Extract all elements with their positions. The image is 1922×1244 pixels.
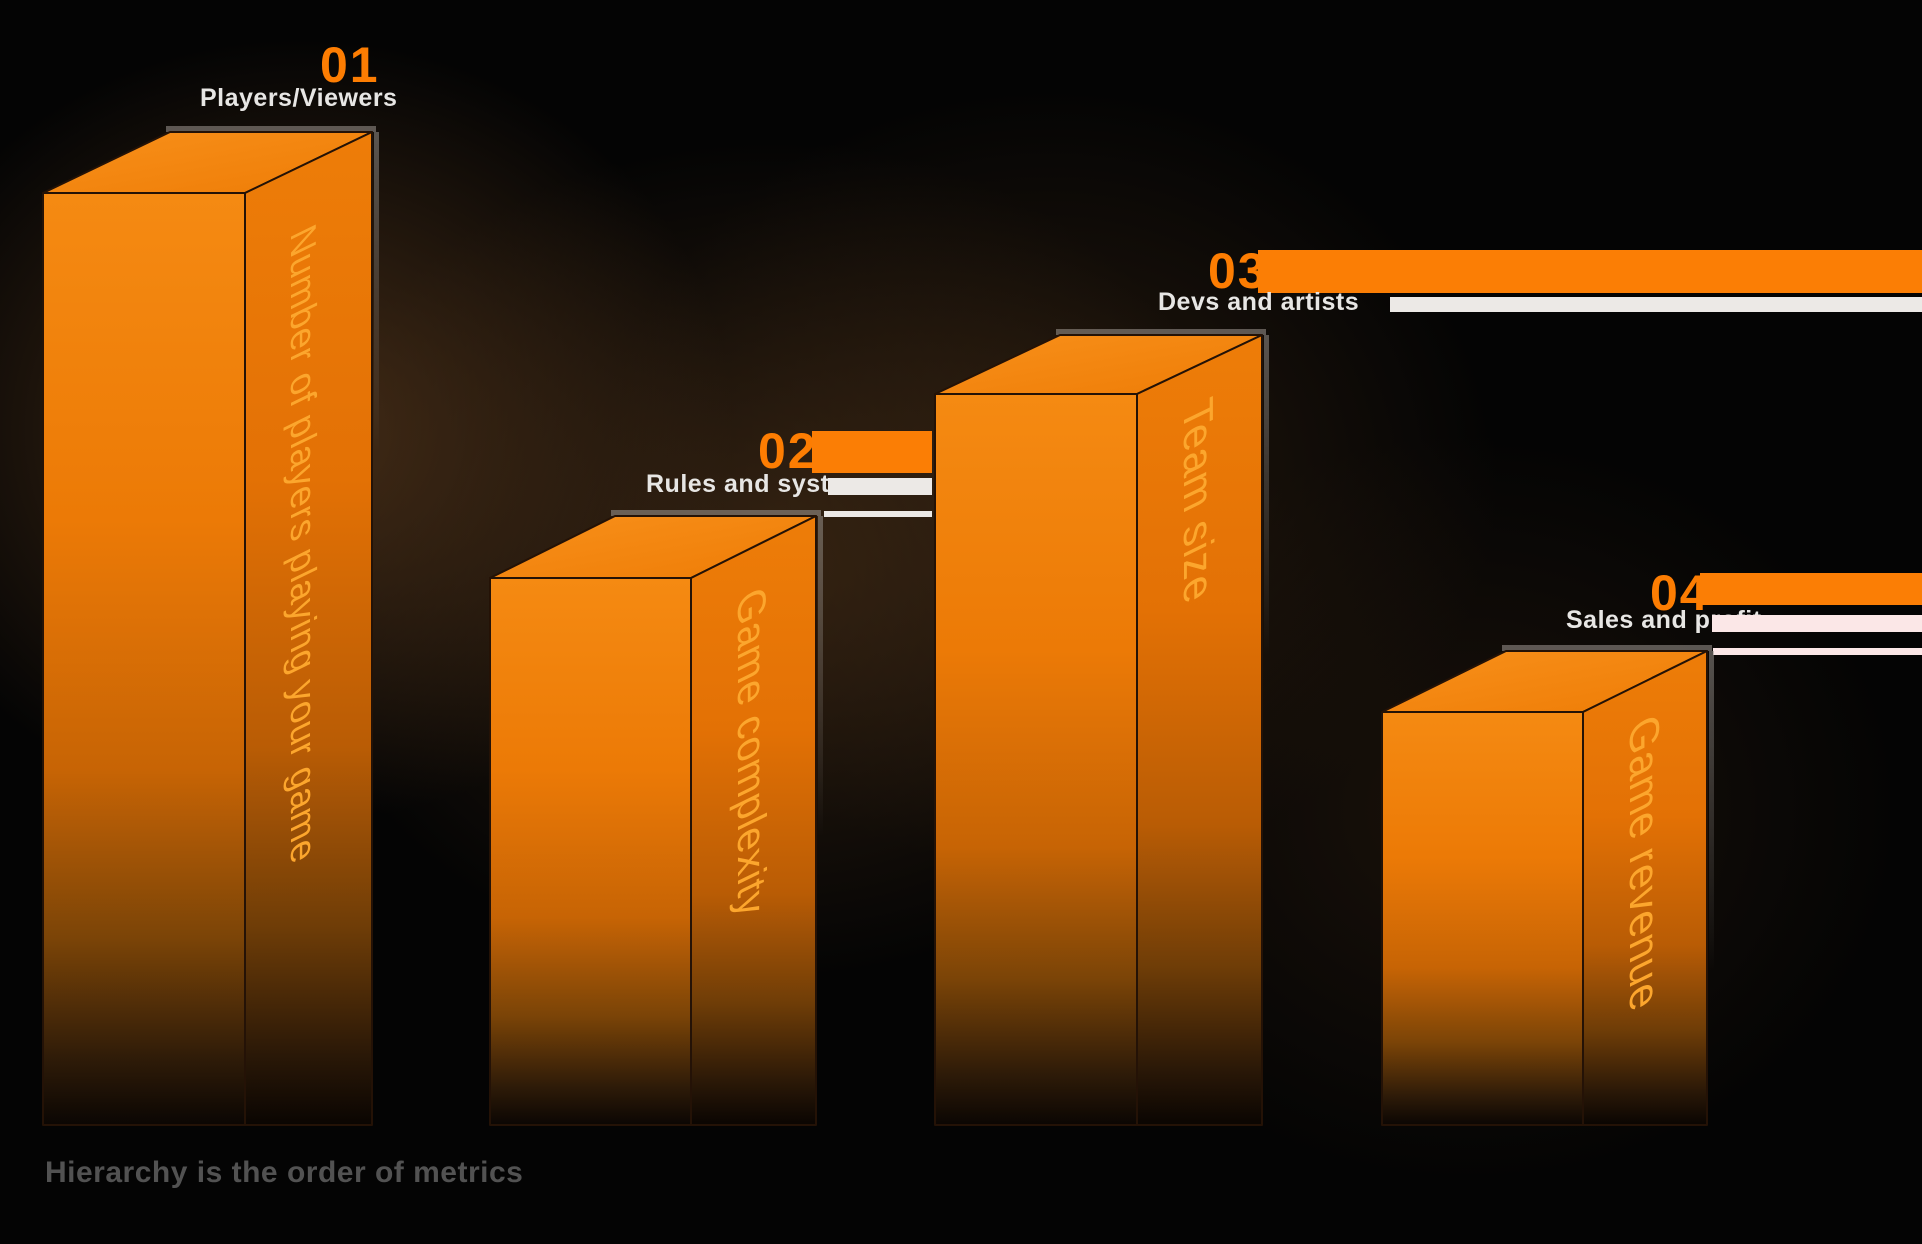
rank-caption-1: Players/Viewers <box>200 84 398 112</box>
bar-3-side-label: Team size <box>1175 390 1222 612</box>
caption-strip-2 <box>824 511 932 517</box>
bar-3-right-glow <box>1264 335 1269 655</box>
bar-4-side-label: Game revenue <box>1621 706 1668 1020</box>
bar-complexity <box>489 515 817 1126</box>
bar-4-right-glow <box>1709 651 1714 971</box>
caption-band-2 <box>828 478 932 495</box>
bar-1-front-face <box>42 192 246 1126</box>
bar-players <box>42 131 373 1126</box>
caption-strip-4 <box>1713 648 1922 655</box>
bar-1-right-glow <box>374 132 379 452</box>
bar-2-top-glow <box>611 510 821 516</box>
accent-band-3 <box>1258 250 1922 293</box>
bar-2-right-glow <box>818 516 823 836</box>
bar-revenue <box>1381 650 1708 1126</box>
rank-number-1: 01 <box>320 37 380 93</box>
bar-1-side-label: Number of players playing your game <box>283 217 324 871</box>
caption-band-4 <box>1712 615 1922 632</box>
caption-band-3 <box>1390 297 1922 312</box>
bar-team-size <box>934 334 1263 1126</box>
bar-2-front-face <box>489 577 692 1126</box>
footer-note: Hierarchy is the order of metrics <box>45 1156 524 1189</box>
rank-number-2: 02 <box>758 423 818 479</box>
accent-band-4 <box>1700 573 1922 605</box>
accent-band-2 <box>812 431 932 473</box>
bar-4-front-face <box>1381 711 1584 1126</box>
bar-1-top-glow <box>166 126 376 132</box>
rank-number-3: 03 <box>1208 243 1268 299</box>
bar-3-front-face <box>934 393 1138 1126</box>
bar-4-top-glow <box>1502 645 1712 651</box>
rank-number-4: 04 <box>1650 565 1710 621</box>
rank-caption-3: Devs and artists <box>1158 288 1360 316</box>
bar-3-top-glow <box>1056 329 1266 335</box>
bar-2-side-label: Game complexity <box>729 580 773 926</box>
